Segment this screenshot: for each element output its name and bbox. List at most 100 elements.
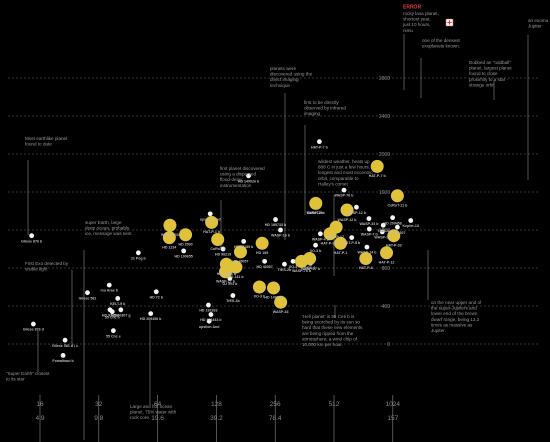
- point-label: WASP-12 b: [338, 218, 358, 222]
- data-point[interactable]: [29, 233, 35, 239]
- data-point[interactable]: [329, 220, 343, 234]
- y-tick-label: 2800: [379, 76, 390, 82]
- point-label: mu Arae b: [101, 289, 119, 293]
- point-label: WASP-78 b: [292, 269, 312, 273]
- data-point[interactable]: [148, 311, 154, 316]
- data-point[interactable]: [370, 159, 384, 173]
- data-point[interactable]: [379, 229, 385, 235]
- point-label: HD 189733 b: [265, 223, 287, 227]
- data-point[interactable]: [135, 250, 141, 256]
- point-label: HAT-P-1 b: [203, 230, 221, 234]
- point-label: 21 Peg b: [131, 256, 147, 260]
- point-label: HD 98219: [215, 253, 231, 257]
- data-point[interactable]: [354, 204, 359, 210]
- point-label: 55 Cnc e: [106, 334, 121, 338]
- error-title: ERROR: [403, 5, 421, 11]
- data-point[interactable]: [290, 258, 296, 264]
- data-point[interactable]: [230, 293, 236, 298]
- data-point[interactable]: [233, 245, 247, 259]
- data-point[interactable]: [294, 254, 308, 268]
- data-point[interactable]: [366, 216, 372, 222]
- y-tick-label: 0: [387, 342, 390, 348]
- data-point[interactable]: [390, 189, 404, 203]
- data-point[interactable]: [364, 244, 370, 250]
- data-point[interactable]: [267, 281, 281, 295]
- x-tick-label-secondary: 78.4: [269, 415, 282, 422]
- point-labels: Gliese 876 b Gliese 876 d Gliese 581 d / c…: [21, 145, 419, 363]
- data-point[interactable]: [115, 296, 121, 301]
- data-point[interactable]: [380, 246, 394, 260]
- data-point[interactable]: [317, 231, 323, 237]
- data-point[interactable]: [334, 236, 348, 250]
- data-point[interactable]: [208, 312, 214, 317]
- data-point[interactable]: [107, 307, 113, 313]
- point-label: WASP-103: [161, 233, 179, 237]
- data-point[interactable]: [274, 295, 288, 309]
- chart-annotation: first to be directly observed by infrared…: [304, 100, 346, 116]
- data-point[interactable]: [241, 239, 247, 244]
- data-point[interactable]: [282, 261, 287, 267]
- point-label: upsilon And: [200, 217, 221, 221]
- data-point[interactable]: [313, 242, 318, 248]
- data-point[interactable]: [278, 227, 283, 233]
- point-label: WASP-7 b: [361, 233, 379, 237]
- data-point[interactable]: [262, 258, 268, 264]
- data-point[interactable]: [205, 215, 219, 229]
- data-point[interactable]: [246, 173, 251, 179]
- data-point[interactable]: [394, 224, 400, 230]
- point-label: WASP-33: [374, 236, 390, 240]
- data-point[interactable]: [179, 228, 193, 242]
- chart-annotation: super Earth, large deep ocean, probably ic…: [85, 220, 132, 236]
- data-point[interactable]: [366, 226, 372, 232]
- x-tick-label: 512: [329, 401, 340, 408]
- point-label: WASP-3 b: [306, 211, 324, 215]
- point-label: Fomalhaut b: [52, 359, 74, 363]
- data-point[interactable]: [309, 196, 323, 210]
- point-label: HAT-P-33: [386, 243, 402, 247]
- data-point[interactable]: [387, 229, 401, 243]
- data-point[interactable]: [85, 290, 90, 296]
- data-point[interactable]: [380, 222, 386, 228]
- data-point[interactable]: [359, 252, 373, 265]
- data-point[interactable]: [349, 235, 355, 241]
- data-point[interactable]: [255, 236, 269, 250]
- error-text: rocky lava planet, shortest year, just 10 …: [402, 11, 439, 33]
- point-label: HD 131 b: [228, 275, 244, 279]
- data-point[interactable]: [206, 302, 211, 308]
- data-point[interactable]: [316, 139, 322, 145]
- data-point[interactable]: [252, 280, 266, 294]
- data-point[interactable]: [110, 328, 116, 334]
- data-point[interactable]: [390, 215, 396, 221]
- point-label: HD 2000: [178, 242, 192, 246]
- point-label: KELT-9 b: [110, 302, 126, 306]
- data-point[interactable]: [220, 246, 226, 252]
- data-point[interactable]: [106, 282, 112, 288]
- data-point[interactable]: [60, 353, 66, 358]
- point-label: CoRoT-9 b: [307, 211, 326, 215]
- point-label: HAT-P-8: [359, 266, 373, 270]
- data-point[interactable]: [163, 218, 177, 232]
- data-point[interactable]: [181, 248, 187, 254]
- point-label: HD 189: [256, 251, 268, 255]
- data-points: [29, 139, 414, 358]
- data-point[interactable]: [408, 218, 414, 223]
- data-point[interactable]: [211, 233, 225, 246]
- data-point[interactable]: [118, 307, 124, 313]
- data-point[interactable]: [340, 203, 354, 217]
- data-point[interactable]: [162, 231, 176, 245]
- data-point[interactable]: [207, 211, 213, 217]
- point-label: Gliese 581: [79, 296, 97, 300]
- data-point[interactable]: [62, 337, 68, 343]
- data-point[interactable]: [341, 187, 347, 193]
- data-point[interactable]: [30, 321, 36, 327]
- point-label: HD 40307: [389, 231, 405, 235]
- data-point[interactable]: [206, 318, 212, 324]
- chart-annotation: on the near upper and of the super-Jupite…: [431, 300, 482, 333]
- point-label: WASP-33 b: [359, 222, 379, 226]
- error-close-icon[interactable]: [445, 18, 454, 27]
- data-point[interactable]: [153, 289, 159, 295]
- data-point[interactable]: [273, 217, 278, 222]
- data-point[interactable]: [229, 260, 243, 274]
- point-label: 55 Cnc b: [105, 315, 121, 319]
- point-label: upsilon And: [199, 325, 220, 329]
